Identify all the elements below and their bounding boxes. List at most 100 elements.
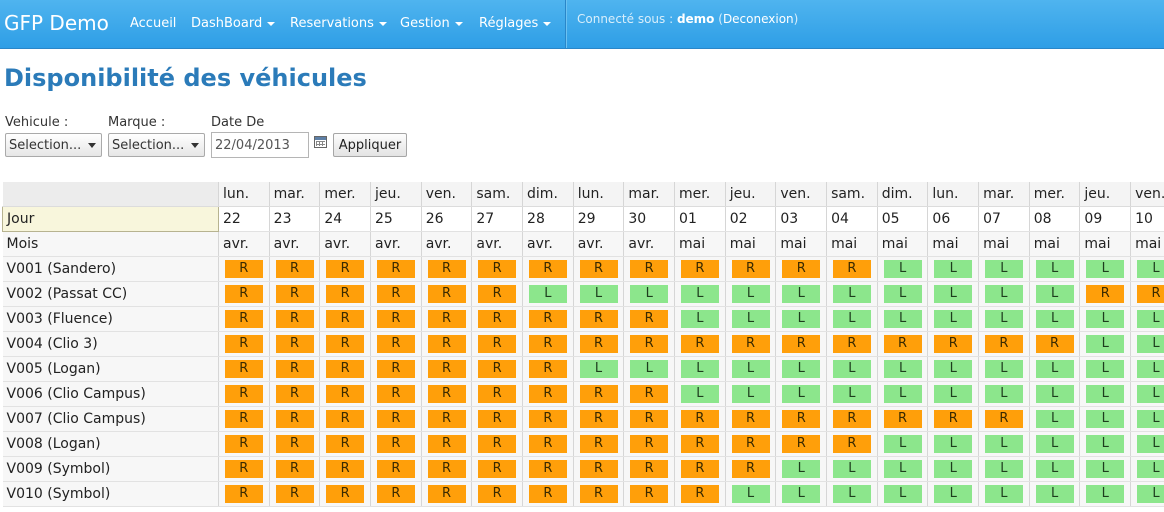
- status-free-badge[interactable]: L: [984, 435, 1023, 453]
- status-reserved-badge[interactable]: R: [984, 335, 1023, 353]
- status-free-badge[interactable]: L: [731, 285, 770, 303]
- status-free-badge[interactable]: L: [832, 460, 871, 478]
- status-reserved-badge[interactable]: R: [1035, 335, 1074, 353]
- status-free-badge[interactable]: L: [630, 285, 669, 303]
- status-free-badge[interactable]: L: [1035, 360, 1074, 378]
- status-reserved-badge[interactable]: R: [731, 435, 770, 453]
- status-reserved-badge[interactable]: R: [630, 460, 669, 478]
- status-free-badge[interactable]: L: [782, 360, 821, 378]
- vehicle-name[interactable]: V001 (Sandero): [2, 256, 219, 282]
- status-reserved-badge[interactable]: R: [478, 360, 517, 378]
- status-reserved-badge[interactable]: R: [427, 385, 466, 403]
- status-free-badge[interactable]: L: [1035, 435, 1074, 453]
- status-reserved-badge[interactable]: R: [427, 460, 466, 478]
- status-reserved-badge[interactable]: R: [376, 285, 415, 303]
- nav-reglages[interactable]: Réglages: [479, 16, 552, 31]
- status-free-badge[interactable]: L: [1086, 335, 1125, 353]
- status-reserved-badge[interactable]: R: [326, 435, 365, 453]
- status-free-badge[interactable]: L: [934, 435, 973, 453]
- status-reserved-badge[interactable]: R: [376, 460, 415, 478]
- status-reserved-badge[interactable]: R: [376, 360, 415, 378]
- status-free-badge[interactable]: L: [731, 485, 770, 503]
- status-free-badge[interactable]: L: [934, 260, 973, 278]
- status-reserved-badge[interactable]: R: [528, 385, 567, 403]
- status-reserved-badge[interactable]: R: [427, 285, 466, 303]
- status-reserved-badge[interactable]: R: [224, 385, 263, 403]
- vehicle-name[interactable]: V004 (Clio 3): [2, 331, 219, 357]
- status-reserved-badge[interactable]: R: [275, 410, 314, 428]
- status-reserved-badge[interactable]: R: [630, 335, 669, 353]
- status-reserved-badge[interactable]: R: [528, 310, 567, 328]
- status-reserved-badge[interactable]: R: [224, 260, 263, 278]
- status-reserved-badge[interactable]: R: [934, 335, 973, 353]
- status-free-badge[interactable]: L: [1137, 410, 1164, 428]
- status-free-badge[interactable]: L: [984, 485, 1023, 503]
- status-reserved-badge[interactable]: R: [478, 310, 517, 328]
- status-reserved-badge[interactable]: R: [731, 260, 770, 278]
- status-reserved-badge[interactable]: R: [478, 260, 517, 278]
- status-reserved-badge[interactable]: R: [579, 385, 618, 403]
- status-reserved-badge[interactable]: R: [630, 260, 669, 278]
- status-reserved-badge[interactable]: R: [224, 435, 263, 453]
- status-reserved-badge[interactable]: R: [528, 410, 567, 428]
- status-free-badge[interactable]: L: [1137, 460, 1164, 478]
- status-reserved-badge[interactable]: R: [224, 335, 263, 353]
- status-free-badge[interactable]: L: [1035, 260, 1074, 278]
- status-free-badge[interactable]: L: [731, 310, 770, 328]
- status-free-badge[interactable]: L: [1137, 360, 1164, 378]
- vehicle-name[interactable]: V010 (Symbol): [2, 481, 219, 507]
- vehicle-name[interactable]: V002 (Passat CC): [2, 281, 219, 307]
- status-free-badge[interactable]: L: [1137, 485, 1164, 503]
- status-free-badge[interactable]: L: [1086, 385, 1125, 403]
- status-free-badge[interactable]: L: [1086, 260, 1125, 278]
- status-free-badge[interactable]: L: [934, 385, 973, 403]
- status-reserved-badge[interactable]: R: [376, 485, 415, 503]
- status-reserved-badge[interactable]: R: [427, 360, 466, 378]
- vehicle-name[interactable]: V003 (Fluence): [2, 306, 219, 332]
- status-free-badge[interactable]: L: [1035, 485, 1074, 503]
- status-reserved-badge[interactable]: R: [1086, 285, 1125, 303]
- status-free-badge[interactable]: L: [1137, 335, 1164, 353]
- status-free-badge[interactable]: L: [883, 260, 922, 278]
- apply-button[interactable]: Appliquer: [333, 133, 407, 157]
- status-free-badge[interactable]: L: [934, 360, 973, 378]
- status-free-badge[interactable]: L: [1035, 460, 1074, 478]
- status-reserved-badge[interactable]: R: [883, 335, 922, 353]
- status-reserved-badge[interactable]: R: [376, 410, 415, 428]
- status-reserved-badge[interactable]: R: [275, 435, 314, 453]
- status-reserved-badge[interactable]: R: [275, 385, 314, 403]
- status-reserved-badge[interactable]: R: [326, 260, 365, 278]
- status-free-badge[interactable]: L: [680, 310, 719, 328]
- status-reserved-badge[interactable]: R: [731, 410, 770, 428]
- status-reserved-badge[interactable]: R: [630, 410, 669, 428]
- status-reserved-badge[interactable]: R: [275, 335, 314, 353]
- status-free-badge[interactable]: L: [1137, 385, 1164, 403]
- status-free-badge[interactable]: L: [731, 385, 770, 403]
- status-reserved-badge[interactable]: R: [1137, 285, 1164, 303]
- status-reserved-badge[interactable]: R: [883, 410, 922, 428]
- status-reserved-badge[interactable]: R: [680, 460, 719, 478]
- status-reserved-badge[interactable]: R: [224, 285, 263, 303]
- status-reserved-badge[interactable]: R: [224, 410, 263, 428]
- status-reserved-badge[interactable]: R: [731, 335, 770, 353]
- marque-select[interactable]: Selection...: [108, 133, 205, 157]
- status-reserved-badge[interactable]: R: [275, 260, 314, 278]
- status-free-badge[interactable]: L: [782, 285, 821, 303]
- status-free-badge[interactable]: L: [832, 285, 871, 303]
- status-reserved-badge[interactable]: R: [579, 310, 618, 328]
- status-free-badge[interactable]: L: [832, 385, 871, 403]
- status-free-badge[interactable]: L: [782, 460, 821, 478]
- status-reserved-badge[interactable]: R: [630, 435, 669, 453]
- status-reserved-badge[interactable]: R: [579, 460, 618, 478]
- status-reserved-badge[interactable]: R: [478, 435, 517, 453]
- status-free-badge[interactable]: L: [984, 260, 1023, 278]
- status-reserved-badge[interactable]: R: [427, 435, 466, 453]
- status-free-badge[interactable]: L: [782, 385, 821, 403]
- status-reserved-badge[interactable]: R: [376, 310, 415, 328]
- status-reserved-badge[interactable]: R: [579, 435, 618, 453]
- status-free-badge[interactable]: L: [883, 310, 922, 328]
- status-reserved-badge[interactable]: R: [832, 260, 871, 278]
- logout-link[interactable]: Deconexion: [722, 12, 794, 26]
- status-reserved-badge[interactable]: R: [224, 485, 263, 503]
- status-free-badge[interactable]: L: [934, 285, 973, 303]
